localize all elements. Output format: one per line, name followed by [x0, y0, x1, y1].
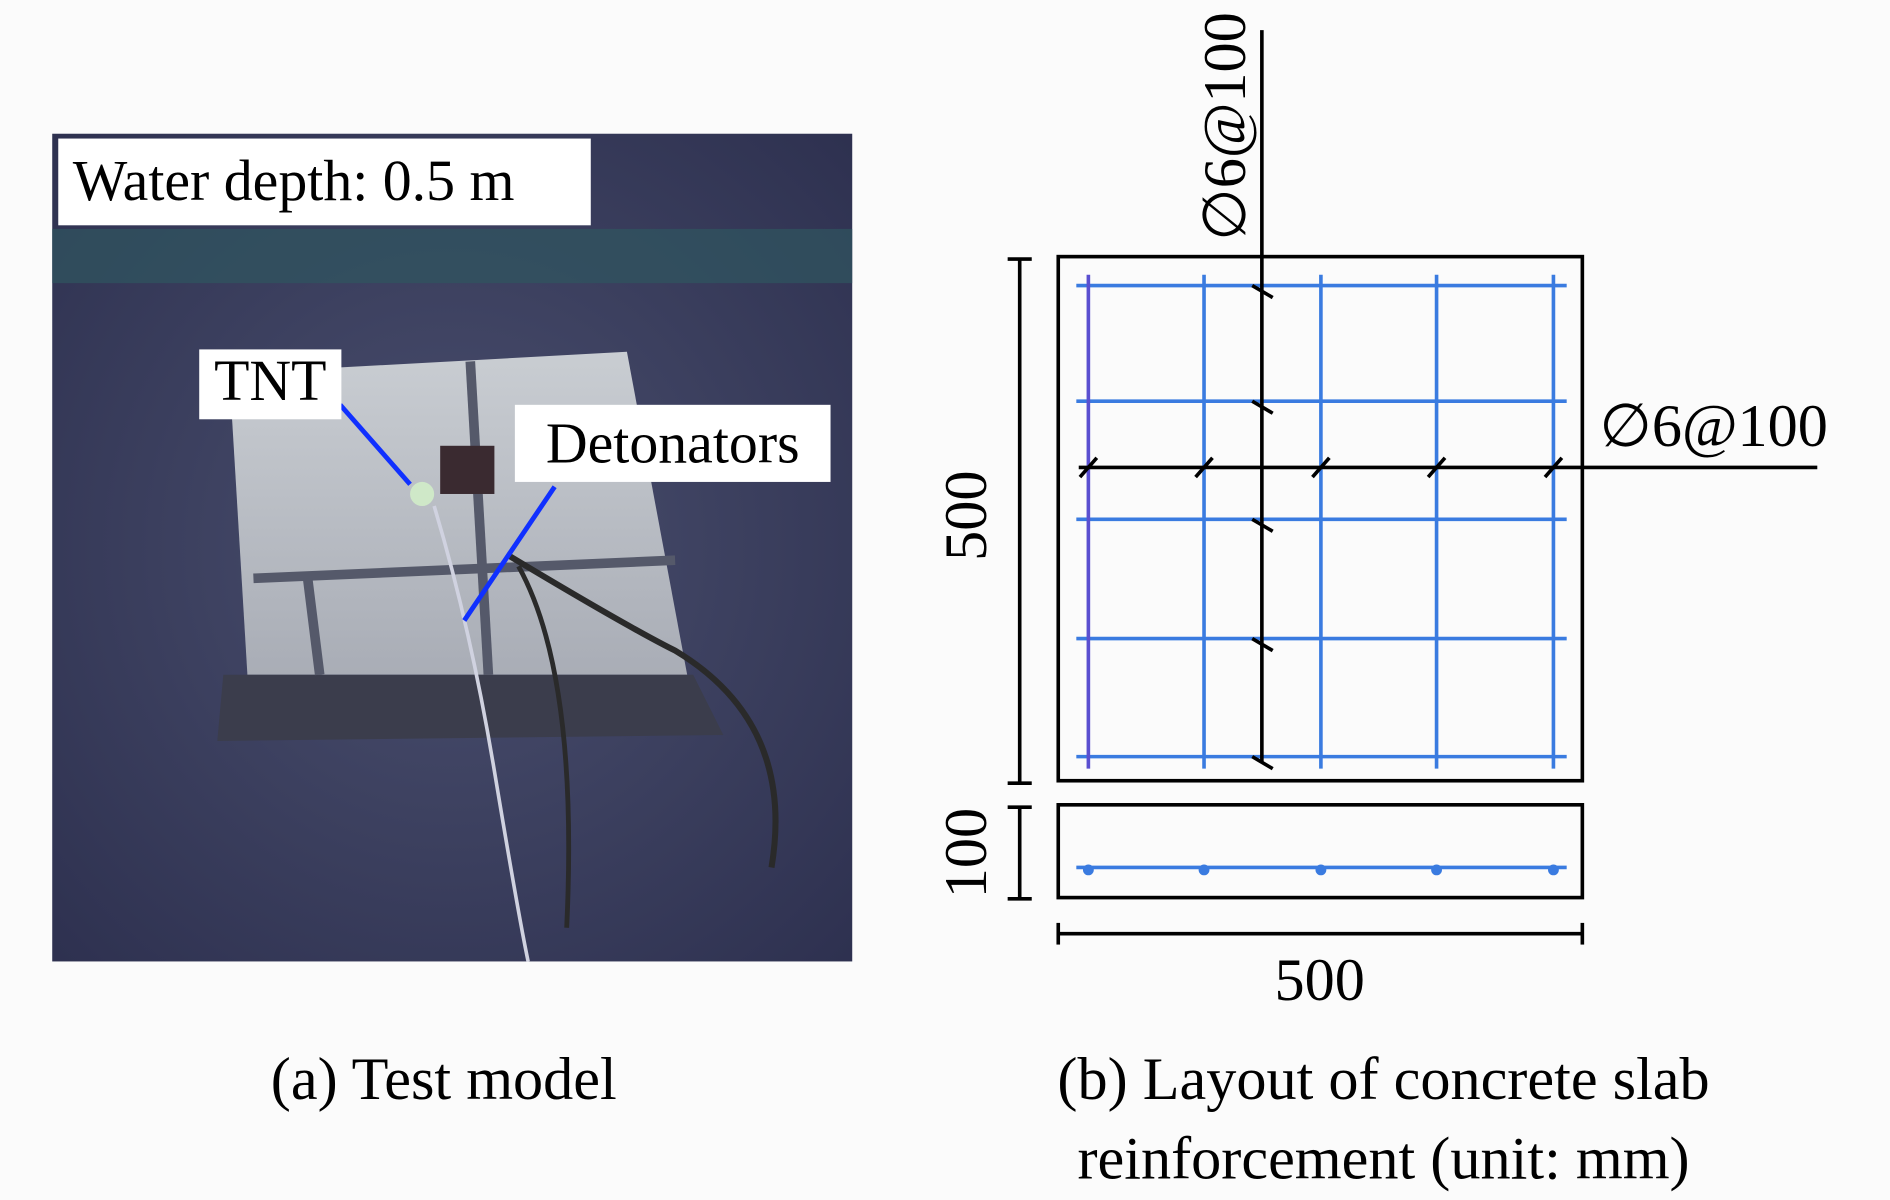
width-dimension-label: 500	[1275, 947, 1365, 1014]
tnt-label: TNT	[214, 348, 326, 413]
caption-a: (a) Test model	[271, 1046, 617, 1113]
tick	[1311, 456, 1331, 479]
caption-b-line: (b) Layout of concrete slab	[1057, 1046, 1709, 1113]
vertical-rebar-label: ∅6@100	[1192, 12, 1259, 240]
reinforcement-diagram	[1007, 30, 1818, 945]
tick	[1251, 636, 1274, 653]
detonators-label: Detonators	[546, 411, 800, 476]
caption-b-line: reinforcement (unit: mm)	[1077, 1125, 1689, 1192]
plan-dimension-label: 500	[933, 470, 1000, 560]
tick	[1251, 399, 1274, 415]
tick	[1194, 456, 1214, 479]
tick	[1251, 517, 1274, 533]
tick	[1426, 456, 1447, 479]
horizontal-rebar-label: ∅6@100	[1599, 393, 1827, 460]
tick	[1251, 283, 1274, 300]
water-depth-label: Water depth: 0.5 m	[73, 148, 515, 213]
thickness-label: 100	[933, 808, 1000, 898]
photo	[52, 133, 853, 962]
tick	[1543, 456, 1564, 479]
tick	[1078, 456, 1099, 479]
tick	[1251, 755, 1274, 771]
